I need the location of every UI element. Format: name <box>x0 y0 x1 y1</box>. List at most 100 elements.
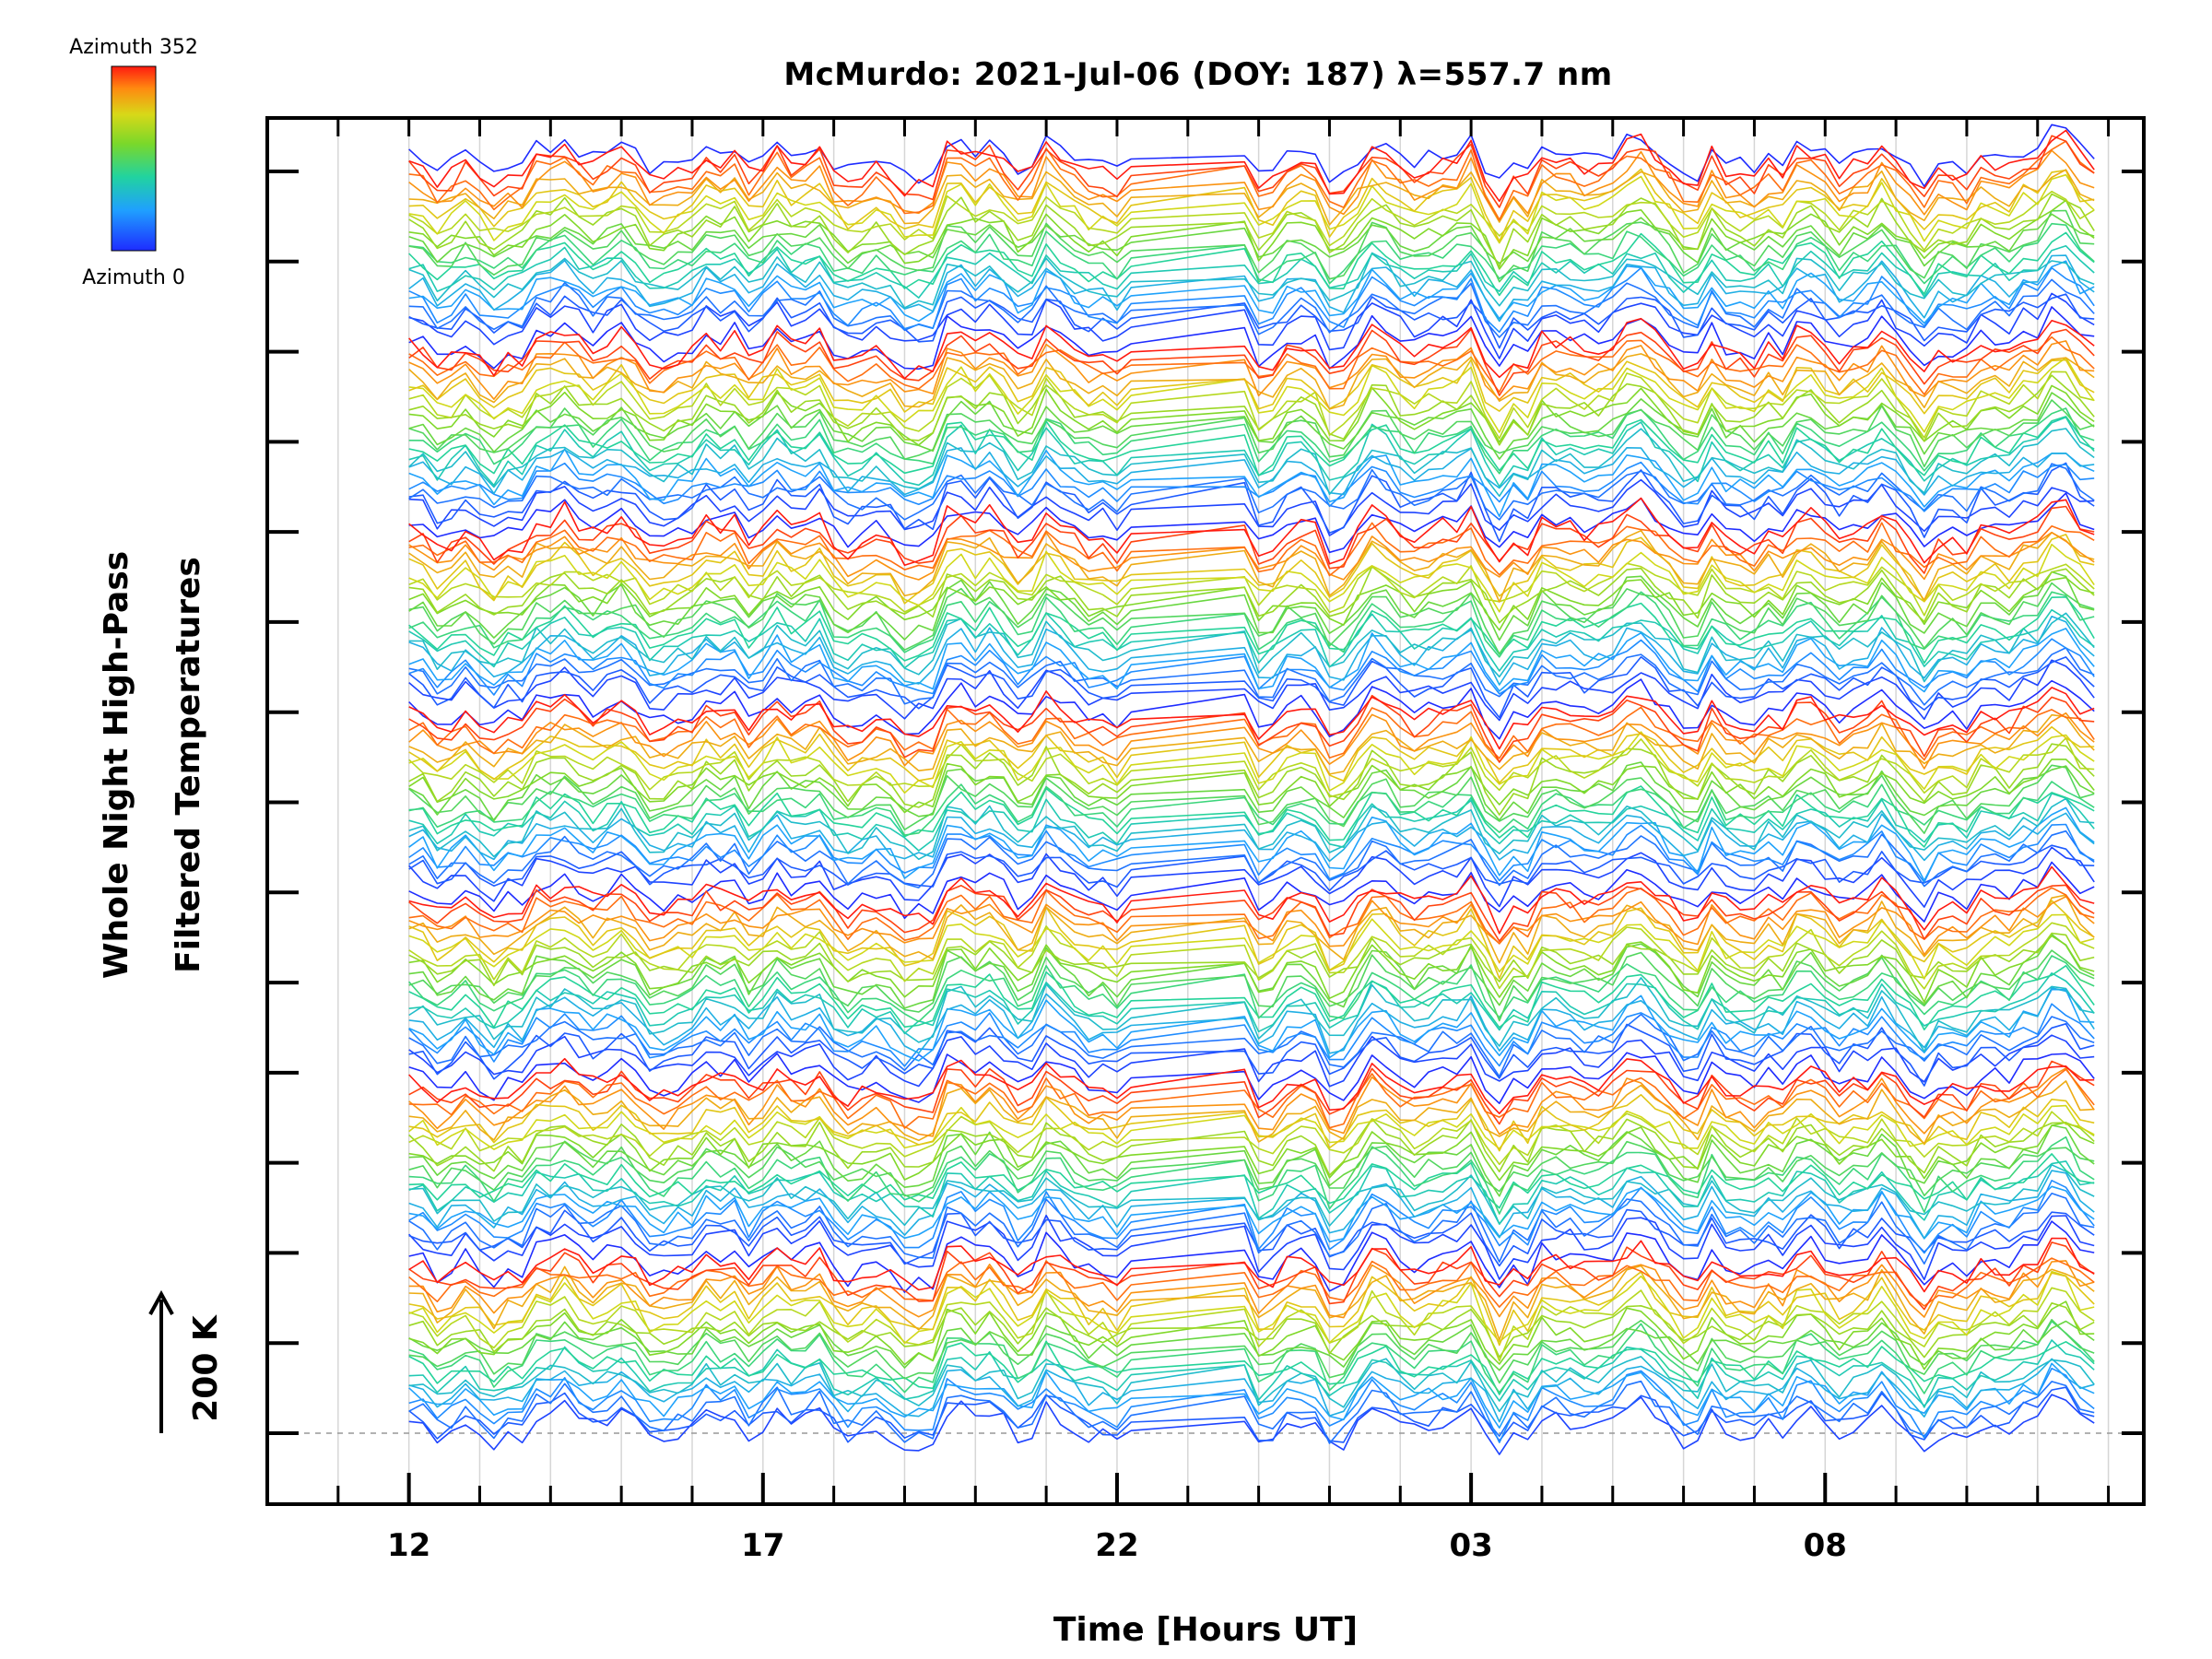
series-line-azimuth-96 <box>408 446 2095 496</box>
series-line-azimuth-112 <box>408 977 2095 1053</box>
series-line-azimuth-304 <box>408 149 2095 221</box>
series-line-azimuth-352 <box>408 317 2095 380</box>
series-line-azimuth-320 <box>408 140 2095 221</box>
series-line-azimuth-240 <box>408 736 2095 798</box>
series-line-azimuth-160 <box>408 591 2095 658</box>
series-line-azimuth-352 <box>408 1057 2095 1114</box>
series-line-azimuth-112 <box>408 797 2095 861</box>
series-line-azimuth-64 <box>408 823 2095 884</box>
x-tick-label: 03 <box>1449 1527 1492 1564</box>
series-line-azimuth-144 <box>408 595 2095 665</box>
series-line-azimuth-256 <box>408 173 2095 244</box>
series-line-azimuth-112 <box>408 428 2095 498</box>
scale-indicator: 200 K <box>148 1289 225 1433</box>
x-tick-label: 12 <box>387 1527 430 1564</box>
series-line-azimuth-208 <box>408 935 2095 1003</box>
series-line-azimuth-32 <box>408 1023 2095 1087</box>
series-line-azimuth-192 <box>408 1320 2095 1371</box>
series-line-azimuth-288 <box>408 529 2095 603</box>
series-line-azimuth-32 <box>408 844 2095 892</box>
series-line-azimuth-176 <box>408 1140 2095 1197</box>
plot-frame <box>265 116 2146 1506</box>
series-line-azimuth-160 <box>408 955 2095 1023</box>
series-line-azimuth-352 <box>408 865 2095 935</box>
series-line-azimuth-176 <box>408 764 2095 834</box>
series-line-azimuth-144 <box>408 231 2095 297</box>
series-line-azimuth-304 <box>408 340 2095 401</box>
series-line-azimuth-144 <box>408 416 2095 477</box>
series-line-azimuth-176 <box>408 1319 2095 1384</box>
series-line-azimuth-64 <box>408 461 2095 512</box>
series-line-azimuth-112 <box>408 252 2095 309</box>
x-ticks: 12 17 22 03 08 <box>265 118 2111 1564</box>
x-tick-label: 17 <box>741 1527 784 1564</box>
legend-bottom-label: Azimuth 0 <box>82 266 185 289</box>
series-line-azimuth-192 <box>408 761 2095 822</box>
series-line-azimuth-336 <box>408 505 2095 574</box>
series-line-azimuth-48 <box>408 1013 2095 1077</box>
series-line-azimuth-304 <box>408 1067 2095 1137</box>
series-line-azimuth-272 <box>408 534 2095 605</box>
series-line-azimuth-288 <box>408 1080 2095 1145</box>
series-line-azimuth-160 <box>408 781 2095 836</box>
y-ticks <box>267 170 2144 1435</box>
series-line-azimuth-288 <box>408 713 2095 775</box>
series-line-azimuth-304 <box>408 895 2095 956</box>
series-line-azimuth-336 <box>408 1241 2095 1311</box>
series-line-azimuth-288 <box>408 169 2095 226</box>
series-line-azimuth-320 <box>408 1257 2095 1308</box>
series-group <box>408 124 2095 1455</box>
y-axis-label: Whole Night High-Pass Filtered Temperatu… <box>98 551 207 979</box>
series-line-azimuth-0 <box>408 306 2095 371</box>
series-line-azimuth-208 <box>408 1122 2095 1182</box>
series-line-azimuth-176 <box>408 582 2095 655</box>
series-line-azimuth-0 <box>408 678 2095 740</box>
series-line-azimuth-128 <box>408 793 2095 852</box>
series-line-azimuth-64 <box>408 1367 2095 1443</box>
chart-title: McMurdo: 2021-Jul-06 (DOY: 187) λ=557.7 … <box>783 56 1612 93</box>
series-line-azimuth-256 <box>408 357 2095 433</box>
series-line-azimuth-64 <box>408 1180 2095 1254</box>
series-line-azimuth-272 <box>408 1271 2095 1347</box>
series-line-azimuth-336 <box>408 135 2095 208</box>
series-line-azimuth-32 <box>408 655 2095 719</box>
plot-area <box>267 118 2144 1504</box>
series-line-azimuth-304 <box>408 712 2095 770</box>
series-line-azimuth-352 <box>408 1237 2095 1293</box>
series-line-azimuth-304 <box>408 1260 2095 1319</box>
series-line-azimuth-176 <box>408 949 2095 1022</box>
series-line-azimuth-0 <box>408 124 2095 188</box>
legend-colorbar <box>111 65 157 252</box>
series-line-azimuth-48 <box>408 463 2095 521</box>
series-line-azimuth-336 <box>408 884 2095 943</box>
series-line-azimuth-80 <box>408 806 2095 882</box>
series-line-azimuth-96 <box>408 987 2095 1054</box>
series-line-azimuth-240 <box>408 371 2095 440</box>
series-line-azimuth-240 <box>408 1287 2095 1362</box>
series-line-azimuth-176 <box>408 209 2095 283</box>
series-line-azimuth-16 <box>408 478 2095 536</box>
series-line-azimuth-192 <box>408 1124 2095 1197</box>
series-line-azimuth-272 <box>408 900 2095 980</box>
series-line-azimuth-128 <box>408 1339 2095 1408</box>
series-line-azimuth-80 <box>408 1185 2095 1243</box>
series-line-azimuth-128 <box>408 972 2095 1035</box>
y-axis-label-line1: Whole Night High-Pass <box>98 551 135 979</box>
series-line-azimuth-240 <box>408 562 2095 617</box>
series-line-azimuth-192 <box>408 392 2095 460</box>
scale-label: 200 K <box>187 1314 225 1422</box>
series-line-azimuth-32 <box>408 293 2095 349</box>
series-line-azimuth-256 <box>408 1104 2095 1150</box>
series-line-azimuth-128 <box>408 608 2095 672</box>
series-line-azimuth-0 <box>408 492 2095 554</box>
series-line-azimuth-32 <box>408 1386 2095 1443</box>
series-line-azimuth-208 <box>408 1300 2095 1371</box>
series-line-azimuth-272 <box>408 725 2095 784</box>
series-line-azimuth-288 <box>408 353 2095 410</box>
series-line-azimuth-224 <box>408 374 2095 446</box>
series-line-azimuth-224 <box>408 1118 2095 1176</box>
series-line-azimuth-16 <box>408 292 2095 359</box>
series-line-azimuth-0 <box>408 1220 2095 1293</box>
series-line-azimuth-256 <box>408 1270 2095 1345</box>
